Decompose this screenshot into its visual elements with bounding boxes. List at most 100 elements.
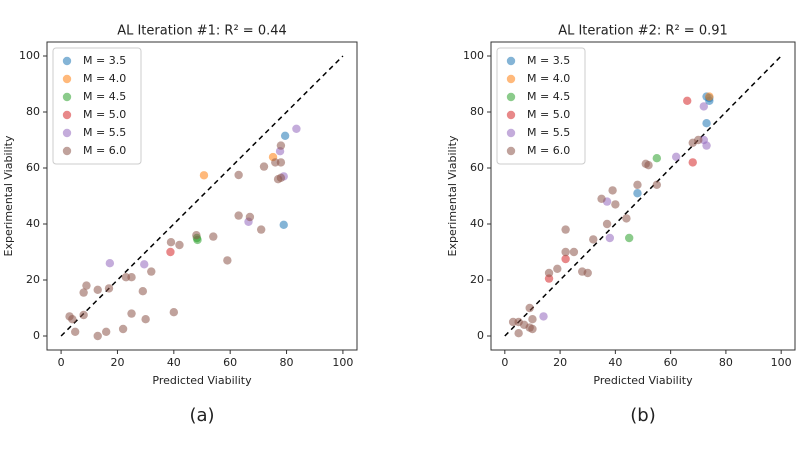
data-point bbox=[70, 327, 80, 336]
legend-label: M = 3.5 bbox=[527, 54, 570, 67]
data-point bbox=[528, 315, 537, 324]
x-tick-label: 40 bbox=[167, 356, 181, 369]
caption: (a) bbox=[189, 405, 214, 426]
x-tick-label: 40 bbox=[608, 356, 622, 369]
data-point bbox=[93, 331, 102, 341]
legend-label: M = 6.0 bbox=[527, 144, 570, 157]
data-point bbox=[199, 171, 209, 180]
data-point bbox=[271, 158, 280, 167]
y-axis-label: Experimental Viability bbox=[446, 135, 459, 256]
legend-label: M = 4.5 bbox=[83, 90, 126, 103]
data-point bbox=[169, 308, 179, 317]
data-point bbox=[561, 247, 570, 257]
data-point bbox=[259, 162, 269, 171]
y-tick-label: 100 bbox=[463, 49, 484, 62]
data-point bbox=[127, 273, 136, 282]
legend-marker bbox=[62, 74, 72, 84]
data-point bbox=[583, 268, 592, 278]
plot-frame bbox=[490, 41, 796, 351]
data-point bbox=[525, 303, 534, 313]
data-point bbox=[702, 141, 711, 150]
legend-label: M = 4.0 bbox=[83, 72, 126, 85]
data-point bbox=[276, 141, 286, 150]
legend-marker bbox=[506, 56, 516, 66]
chart-title: AL Iteration #1: R² = 0.44 bbox=[117, 24, 287, 39]
y-tick-label: 80 bbox=[26, 105, 40, 118]
data-point bbox=[671, 152, 681, 161]
legend-marker bbox=[506, 74, 516, 84]
legend-label: M = 5.5 bbox=[83, 126, 126, 139]
data-point bbox=[166, 238, 176, 247]
y-tick-label: 80 bbox=[470, 105, 484, 118]
data-point bbox=[79, 310, 88, 320]
caption: (b) bbox=[630, 405, 655, 426]
data-point bbox=[127, 309, 136, 318]
data-point bbox=[256, 225, 266, 234]
plot-frame bbox=[46, 41, 358, 351]
legend-marker bbox=[62, 146, 72, 156]
data-point bbox=[705, 92, 714, 101]
legend-label: M = 5.0 bbox=[527, 108, 570, 121]
x-tick-label: 100 bbox=[332, 356, 353, 369]
data-point bbox=[141, 315, 150, 324]
data-point bbox=[234, 211, 243, 220]
data-point bbox=[528, 324, 537, 334]
legend-marker bbox=[62, 56, 72, 66]
data-point bbox=[140, 260, 149, 269]
y-tick-label: 100 bbox=[19, 49, 40, 62]
data-point bbox=[624, 233, 634, 243]
data-point bbox=[699, 102, 708, 111]
y-tick-label: 40 bbox=[470, 217, 484, 230]
data-point bbox=[166, 247, 175, 257]
data-point bbox=[602, 219, 612, 229]
data-point bbox=[633, 189, 642, 198]
data-point bbox=[561, 254, 570, 264]
data-point bbox=[292, 124, 301, 133]
y-tick-label: 60 bbox=[26, 161, 40, 174]
data-point bbox=[694, 135, 703, 145]
data-point bbox=[644, 161, 653, 170]
legend-marker bbox=[62, 110, 72, 120]
x-tick-label: 80 bbox=[719, 356, 733, 369]
x-axis-label: Predicted Viability bbox=[152, 374, 252, 387]
data-point bbox=[209, 232, 218, 241]
x-tick-label: 60 bbox=[664, 356, 678, 369]
y-tick-label: 60 bbox=[470, 161, 484, 174]
data-point bbox=[514, 329, 523, 338]
x-tick-label: 0 bbox=[501, 356, 508, 369]
data-point bbox=[105, 259, 115, 268]
data-point bbox=[245, 212, 255, 222]
data-point bbox=[652, 154, 662, 163]
data-point bbox=[279, 220, 288, 230]
legend-label: M = 6.0 bbox=[83, 144, 126, 157]
y-tick-label: 20 bbox=[26, 273, 40, 286]
data-point bbox=[118, 324, 128, 334]
data-point bbox=[702, 119, 711, 128]
data-point bbox=[544, 268, 554, 278]
data-point bbox=[553, 264, 562, 273]
legend-marker bbox=[506, 128, 516, 138]
data-point bbox=[147, 267, 156, 276]
data-point bbox=[589, 235, 598, 244]
data-point bbox=[280, 131, 290, 140]
x-tick-label: 80 bbox=[280, 356, 294, 369]
legend-label: M = 5.0 bbox=[83, 108, 126, 121]
x-tick-label: 20 bbox=[553, 356, 567, 369]
data-point bbox=[688, 158, 697, 167]
data-point bbox=[605, 233, 615, 243]
x-tick-label: 0 bbox=[58, 356, 65, 369]
data-point bbox=[223, 256, 232, 265]
x-tick-label: 60 bbox=[223, 356, 237, 369]
legend-marker bbox=[506, 110, 516, 120]
data-point bbox=[539, 312, 548, 321]
legend-marker bbox=[506, 92, 516, 102]
data-point bbox=[569, 247, 579, 257]
data-point bbox=[79, 288, 88, 297]
x-axis-label: Predicted Viability bbox=[593, 374, 693, 387]
data-point bbox=[104, 284, 114, 293]
data-point bbox=[234, 170, 243, 180]
data-point bbox=[652, 180, 662, 189]
data-point bbox=[608, 186, 617, 195]
data-point bbox=[68, 315, 77, 324]
